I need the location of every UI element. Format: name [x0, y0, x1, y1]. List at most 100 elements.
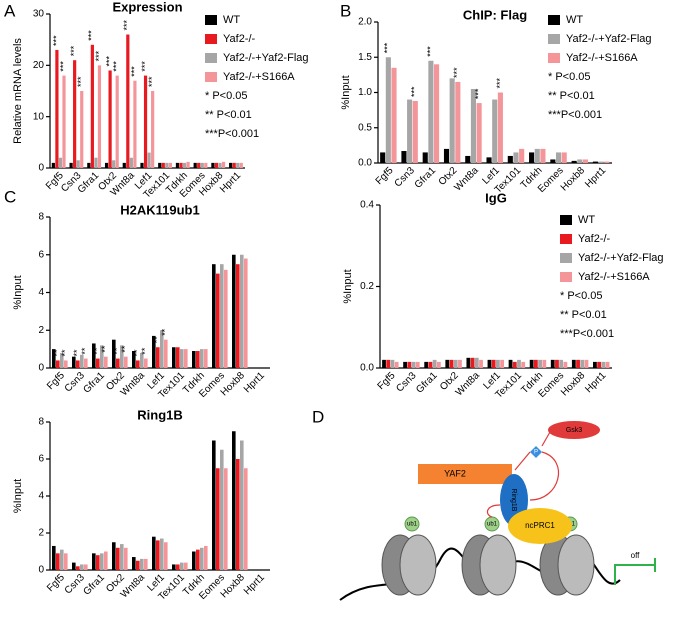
significance-label: ***	[140, 61, 150, 72]
bar	[236, 162, 240, 168]
bar	[582, 159, 589, 163]
y-tick-label: 2	[38, 325, 44, 336]
bar	[84, 358, 88, 368]
significance-label: ***	[495, 77, 505, 88]
significance-label: **	[72, 349, 82, 357]
bar	[486, 157, 492, 163]
legend-note: ***P<0.001	[205, 128, 259, 140]
x-tick-label: Fgf5	[374, 165, 396, 187]
bar	[116, 547, 120, 570]
bar	[140, 352, 144, 368]
significance-label: **	[80, 347, 90, 355]
x-tick-label: Hprt1	[218, 170, 243, 195]
ncprc1	[508, 508, 572, 544]
bar	[133, 80, 137, 168]
arrow	[529, 451, 559, 501]
bar	[126, 34, 130, 169]
significance-label: ***	[473, 88, 483, 99]
bar	[571, 359, 576, 368]
bar	[152, 335, 156, 368]
bar	[533, 359, 538, 368]
bar	[147, 152, 151, 168]
bar	[458, 359, 462, 368]
bar	[534, 148, 540, 163]
x-tick-label: Hprt1	[242, 370, 267, 395]
bar	[407, 99, 413, 163]
y-axis-label: %Input	[342, 269, 354, 303]
y-tick-label: 4	[38, 287, 44, 298]
legend-swatch	[548, 53, 560, 63]
ncprc1-label: ncPRC1	[525, 521, 555, 530]
y-axis-label: %Input	[12, 479, 24, 513]
gsk3	[548, 421, 600, 439]
legend-swatch	[560, 234, 572, 244]
bar	[144, 558, 148, 570]
significance-label: **	[132, 349, 142, 357]
y-tick-label: 8	[38, 417, 44, 428]
bar	[500, 359, 505, 368]
bar	[601, 361, 606, 368]
y-tick-label: 0	[38, 163, 44, 174]
bar	[156, 347, 160, 368]
bar	[508, 359, 513, 368]
bar	[466, 357, 471, 368]
bar	[87, 162, 91, 168]
bar	[497, 92, 503, 163]
significance-label: ***	[383, 42, 393, 53]
bar	[584, 359, 589, 368]
bar	[449, 359, 454, 368]
bar	[453, 359, 458, 368]
bar	[577, 159, 583, 163]
bar	[540, 148, 546, 163]
bar	[192, 551, 196, 570]
bar	[112, 542, 116, 570]
bar	[542, 359, 547, 368]
y-tick-label: 2.0	[358, 17, 372, 28]
bar	[513, 152, 519, 163]
y-tick-label: 0.5	[358, 122, 372, 133]
bar	[512, 361, 517, 368]
bar	[474, 357, 479, 368]
bar	[465, 155, 471, 163]
off-label: off	[631, 551, 641, 560]
yaf2-label: YAF2	[444, 468, 466, 478]
significance-label: ***	[122, 20, 132, 31]
bar	[487, 359, 492, 368]
y-tick-label: 1.5	[358, 52, 372, 63]
ub-mark	[404, 516, 420, 532]
bar	[64, 360, 68, 368]
significance-label: ***	[87, 30, 97, 41]
panel-label: B	[340, 1, 351, 20]
bar	[470, 88, 476, 163]
bar	[555, 359, 559, 368]
bar	[428, 361, 433, 368]
bar	[229, 162, 233, 168]
significance-label: **	[52, 349, 62, 357]
y-axis-label: Relative mRNA levels	[12, 38, 24, 144]
bar	[176, 347, 180, 368]
legend-note: ***P<0.001	[560, 328, 614, 340]
bar	[204, 545, 208, 570]
bar	[224, 269, 228, 368]
bar	[232, 431, 236, 570]
y-tick-label: 0	[38, 363, 44, 374]
bar	[120, 544, 124, 570]
legend-label: WT	[223, 14, 240, 26]
bar	[200, 349, 204, 368]
y-tick-label: 0.0	[358, 158, 372, 169]
bar	[152, 536, 156, 570]
bar	[521, 361, 526, 368]
legend-label: Yaf2-/-	[578, 233, 611, 245]
bar	[76, 360, 80, 368]
x-tick-label: Wnt8a	[452, 165, 481, 194]
significance-label: **	[92, 347, 102, 355]
bar	[244, 258, 248, 368]
legend-swatch	[560, 215, 572, 225]
bar	[240, 254, 244, 368]
legend-label: Yaf2-/-	[223, 33, 256, 45]
significance-label: ***	[147, 76, 157, 87]
bar	[415, 361, 420, 368]
bar	[124, 547, 128, 570]
bar	[239, 162, 243, 168]
x-tick-label: Hprt1	[583, 165, 608, 190]
